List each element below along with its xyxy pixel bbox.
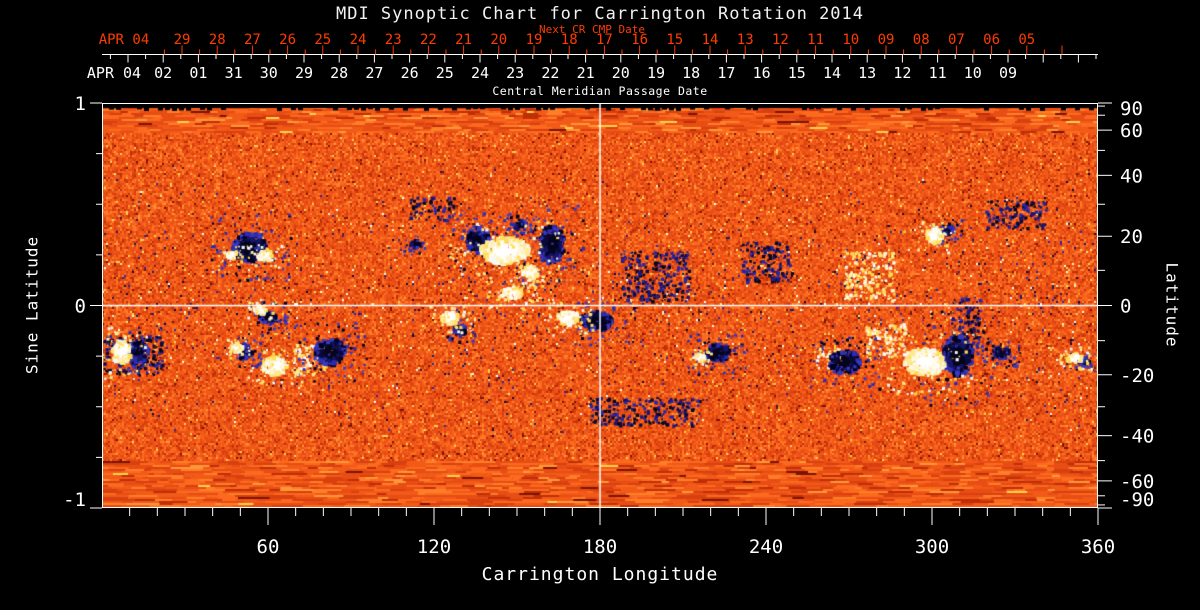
next-cr-day-label: 07 [948,32,965,48]
cmp-day-label: 15 [788,64,806,82]
y-right-tick-label: 0 [1120,296,1131,318]
next-cr-day-label: 09 [878,32,895,48]
cmp-day-label: 24 [471,64,489,82]
x-axis-tick-label: 180 [583,536,617,558]
magnetogram-image [102,103,1098,508]
next-cr-day-label: 22 [420,32,437,48]
cmp-day-label: 27 [365,64,383,82]
y-right-tick-label: 60 [1120,120,1143,142]
y-right-tick-label: -60 [1120,471,1154,493]
next-cr-day-label: 13 [737,32,754,48]
next-cr-day-label: 21 [455,32,472,48]
x-axis-tick-label: 240 [749,536,783,558]
next-cr-day-label: 25 [314,32,331,48]
next-cr-day-label: 18 [561,32,578,48]
y-right-tick-label: 90 [1120,98,1143,120]
cmp-day-label: 01 [189,64,207,82]
next-cr-day-label: 29 [174,32,191,48]
cmp-day-label: 19 [647,64,665,82]
next-cr-day-label: 17 [596,32,613,48]
next-cr-day-label: 11 [807,32,824,48]
next-cr-day-label: 23 [385,32,402,48]
cmp-day-label: 23 [506,64,524,82]
cmp-day-label: 12 [893,64,911,82]
chart-title: MDI Synoptic Chart for Carrington Rotati… [335,4,865,24]
x-axis-title: Carrington Longitude [481,564,719,585]
cmp-day-label: 29 [295,64,313,82]
next-cr-day-label: 27 [244,32,261,48]
next-cr-day-label: 06 [983,32,1000,48]
next-cr-cmp-axis-title: Next CR CMP Date [539,23,645,36]
cmp-day-label: 09 [999,64,1017,82]
next-cr-day-label: 15 [666,32,683,48]
next-cr-day-label: 16 [631,32,648,48]
cmp-day-label: 22 [541,64,559,82]
y-right-tick-label: -20 [1120,365,1154,387]
next-cr-day-label: 12 [772,32,789,48]
x-axis-tick-label: 360 [1081,536,1115,558]
y-right-tick-label: -40 [1120,426,1154,448]
cmp-day-label: 16 [753,64,771,82]
next-cr-day-label: 10 [842,32,859,48]
y-axis-right-title: Latitude [1162,262,1182,348]
plot-border [102,103,1098,508]
cmp-month-label: APR 04 [87,64,141,82]
cmp-day-label: 14 [823,64,841,82]
x-axis-tick-label: 300 [915,536,949,558]
cmp-day-label: 28 [330,64,348,82]
cmp-day-label: 10 [964,64,982,82]
cmp-axis-title: Central Meridian Passage Date [492,84,708,98]
cmp-day-label: 26 [401,64,419,82]
next-cr-day-label: 19 [526,32,543,48]
cmp-day-label: 02 [154,64,172,82]
next-cr-day-label: 08 [913,32,930,48]
next-cr-day-label: 28 [209,32,226,48]
y-axis-left-title: Sine Latitude [22,235,42,375]
next-cr-day-label: 20 [490,32,507,48]
cmp-day-label: 21 [577,64,595,82]
next-cr-day-label: 14 [702,32,719,48]
cmp-day-label: 13 [858,64,876,82]
next-cr-month-label: APR 04 [99,32,150,48]
cmp-day-label: 31 [225,64,243,82]
y-left-tick-label: 0 [75,296,86,318]
cmp-day-label: 20 [612,64,630,82]
cmp-day-label: 18 [682,64,700,82]
y-right-tick-label: 40 [1120,165,1143,187]
next-cr-day-label: 05 [1018,32,1035,48]
x-axis-tick-label: 60 [257,536,280,558]
y-right-tick-label: -90 [1120,489,1154,511]
cmp-day-label: 25 [436,64,454,82]
cmp-day-label: 30 [260,64,278,82]
next-cr-day-label: 24 [350,32,367,48]
y-left-tick-label: 1 [75,93,86,115]
cmp-day-label: 17 [717,64,735,82]
next-cr-day-label: 26 [279,32,296,48]
cmp-day-label: 11 [929,64,947,82]
y-right-tick-label: 20 [1120,226,1143,248]
x-axis-tick-label: 120 [417,536,451,558]
y-left-tick-label: -1 [63,489,86,511]
